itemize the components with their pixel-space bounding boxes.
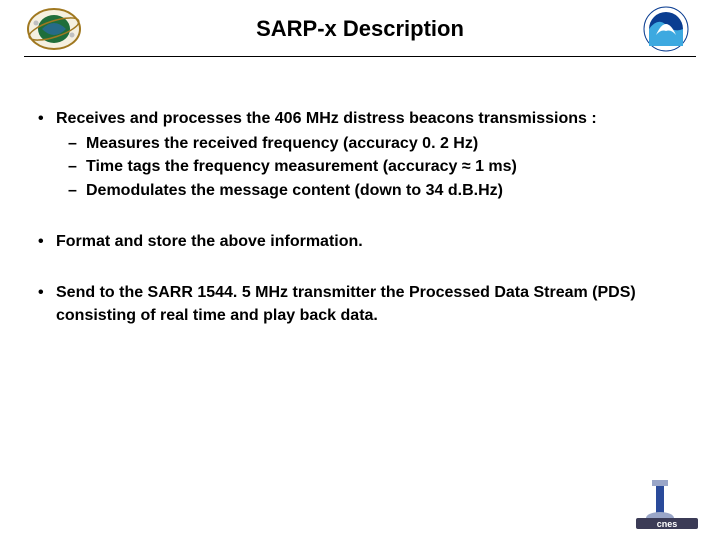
noaa-logo bbox=[636, 6, 696, 52]
bullet-text: Send to the SARR 1544. 5 MHz transmitter… bbox=[56, 284, 636, 324]
sub-bullet-item: Time tags the frequency measurement (acc… bbox=[56, 155, 690, 178]
bullet-item: Receives and processes the 406 MHz distr… bbox=[30, 107, 690, 202]
cospas-sarsat-logo bbox=[24, 6, 84, 52]
sub-bullet-list: Measures the received frequency (accurac… bbox=[56, 132, 690, 202]
sub-bullet-item: Demodulates the message content (down to… bbox=[56, 179, 690, 202]
bullet-item: Format and store the above information. bbox=[30, 230, 690, 253]
bullet-text: Receives and processes the 406 MHz distr… bbox=[56, 110, 597, 127]
bullet-list: Receives and processes the 406 MHz distr… bbox=[30, 107, 690, 327]
sub-bullet-item: Measures the received frequency (accurac… bbox=[56, 132, 690, 155]
slide-title: SARP-x Description bbox=[84, 16, 636, 42]
svg-text:cnes: cnes bbox=[657, 519, 678, 529]
slide-content: Receives and processes the 406 MHz distr… bbox=[0, 57, 720, 327]
bullet-item: Send to the SARR 1544. 5 MHz transmitter… bbox=[30, 281, 690, 327]
cnes-logo: cnes bbox=[626, 480, 702, 530]
bullet-text: Format and store the above information. bbox=[56, 233, 363, 250]
slide-header: SARP-x Description bbox=[0, 0, 720, 56]
